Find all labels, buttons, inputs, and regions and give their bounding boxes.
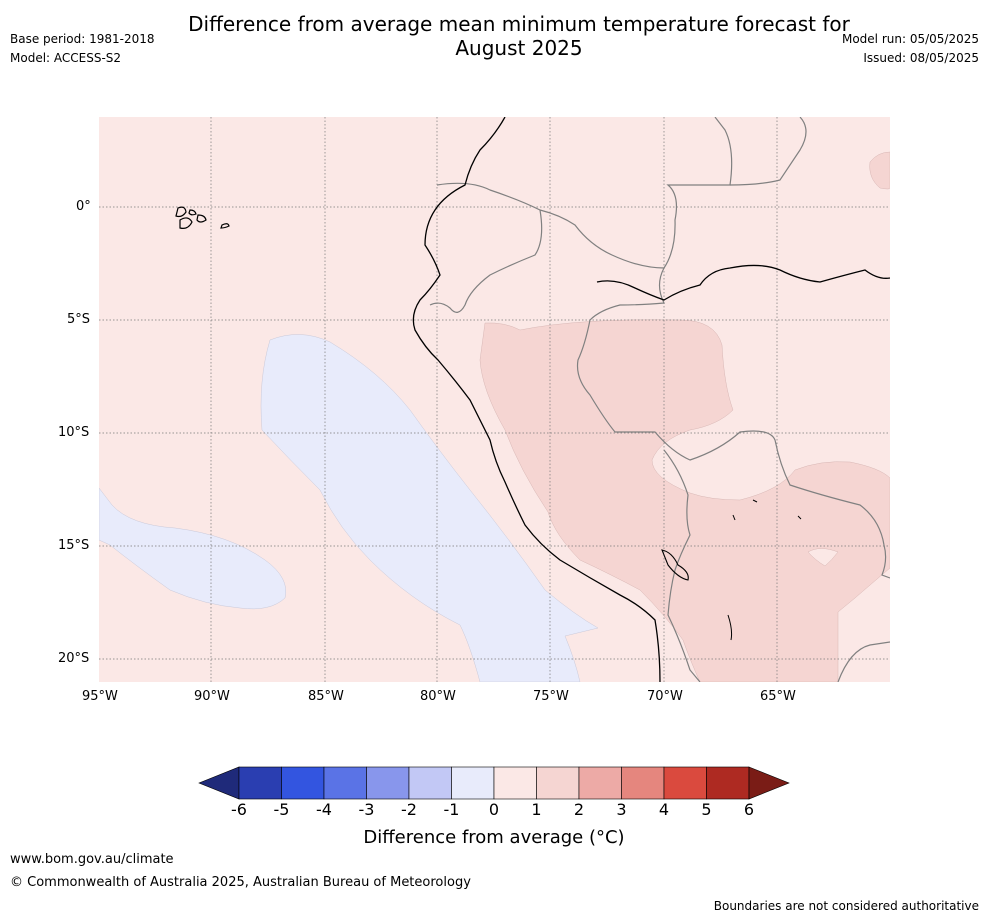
lat-label-5s: 5°S [67, 312, 91, 327]
map-title: Difference from average mean minimum tem… [0, 12, 988, 60]
title-line-2: August 2025 [455, 36, 583, 60]
website-link[interactable]: www.bom.gov.au/climate [10, 852, 174, 867]
lon-label-75w: 75°W [533, 689, 569, 704]
boundary-disclaimer: Boundaries are not considered authoritat… [713, 899, 979, 913]
anomaly-1-to-2-patch-north [869, 151, 890, 190]
lon-label-95w: 95°W [82, 689, 118, 704]
colorbar-swatch [578, 766, 622, 800]
colorbar-tick-label: 4 [658, 800, 670, 819]
lake-titicaca [661, 549, 689, 581]
colorbar-swatch [408, 766, 452, 800]
lat-label-20s: 20°S [58, 651, 90, 666]
colorbar-tick-label: 6 [743, 800, 755, 819]
coastline [412, 117, 890, 682]
colorbar-tick-label: -1 [443, 800, 460, 819]
lon-label-65w: 65°W [760, 689, 796, 704]
colorbar-under-arrow [198, 766, 240, 800]
colorbar-swatch [621, 766, 665, 800]
title-line-1: Difference from average mean minimum tem… [188, 12, 850, 36]
lon-label-80w: 80°W [420, 689, 456, 704]
colorbar-swatch [366, 766, 410, 800]
anomaly-minus1-to-0-region-west [99, 487, 287, 610]
map-fill-layer [99, 117, 890, 682]
copyright-notice: © Commonwealth of Australia 2025, Austra… [10, 875, 471, 890]
colorbar-tick-label: 5 [701, 800, 712, 819]
lon-label-70w: 70°W [647, 689, 683, 704]
lat-label-15s: 15°S [58, 538, 90, 553]
colorbar-tick-label: -6 [231, 800, 247, 819]
colorbar-swatch [706, 766, 750, 800]
lon-label-90w: 90°W [194, 689, 230, 704]
colorbar-label: Difference from average (°C) [363, 827, 625, 848]
lat-label-0: 0° [76, 199, 91, 214]
colorbar-tick-label: -2 [401, 800, 417, 819]
country-borders [429, 117, 890, 682]
colorbar-tick-label: 3 [616, 800, 627, 819]
colorbar-swatch [281, 766, 325, 800]
colorbar-tick-label: 2 [573, 800, 585, 819]
colorbar-tick-label: 1 [531, 800, 542, 819]
colorbar-tick-label: -3 [358, 800, 375, 819]
colorbar-swatch [451, 766, 495, 800]
colorbar [198, 766, 790, 800]
lon-label-85w: 85°W [308, 689, 344, 704]
colorbar-over-arrow [748, 766, 790, 800]
graticule [99, 117, 890, 682]
colorbar-swatch [493, 766, 537, 800]
model-run: Model run: 05/05/2025 [841, 32, 979, 46]
colorbar-swatch [536, 766, 580, 800]
colorbar-tick-label: -4 [316, 800, 332, 819]
colorbar-tick-label: -5 [273, 800, 290, 819]
anomaly-0-to-1-patch [807, 548, 839, 567]
model-name: Model: ACCESS-S2 [10, 51, 122, 65]
salt-lakes [727, 499, 802, 641]
colorbar-swatch [323, 766, 367, 800]
galapagos-islands [175, 206, 230, 229]
colorbar-swatch [238, 766, 282, 800]
anomaly-1-to-2-region [479, 319, 890, 682]
lat-label-10s: 10°S [58, 425, 90, 440]
base-period: Base period: 1981-2018 [10, 32, 155, 46]
colorbar-tick-label: 0 [488, 800, 500, 819]
colorbar-swatch [663, 766, 707, 800]
anomaly-minus1-to-0-region [260, 334, 599, 682]
issued-date: Issued: 08/05/2025 [863, 51, 979, 65]
